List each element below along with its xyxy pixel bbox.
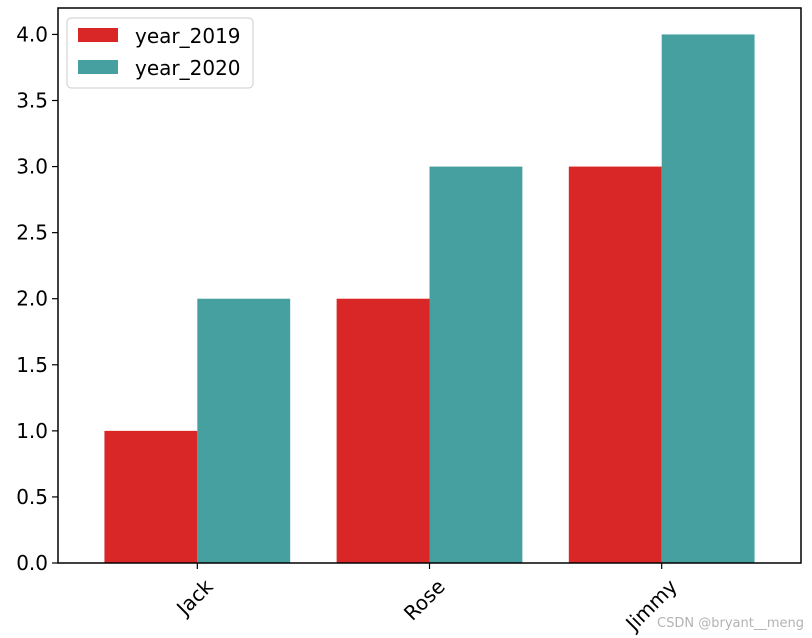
x-tick-label-rose: Rose [399,574,450,625]
bar-year_2019-rose [336,298,430,563]
legend-label-year_2020: year_2020 [135,56,241,80]
y-tick-label: 2.0 [16,287,48,311]
legend-label-year_2019: year_2019 [135,24,241,48]
bar-year_2020-jack [197,298,291,563]
bar-year_2019-jimmy [568,166,662,564]
y-tick-label: 0.5 [16,485,48,509]
y-axis: 0.0 0.5 1.0 1.5 2.0 2.5 3.0 3.5 4.0 [16,22,58,575]
bar-year_2019-jack [104,430,198,563]
y-tick-label: 1.0 [16,419,48,443]
legend-swatch-year_2019 [78,28,118,42]
y-tick-label: 0.0 [16,551,48,575]
watermark: CSDN @bryant__meng [657,616,804,631]
bar-year_2020-jimmy [661,34,755,563]
x-axis: Jack Rose Jimmy [170,563,682,637]
legend: year_2019 year_2020 [66,17,254,89]
y-tick-label: 1.5 [16,353,48,377]
y-tick-label: 4.0 [16,22,48,46]
bars-group [104,34,755,564]
x-tick-label-jack: Jack [170,574,217,621]
bar-year_2020-rose [429,166,523,564]
y-tick-label: 2.5 [16,221,48,245]
plot-frame [57,7,802,564]
legend-swatch-year_2020 [78,60,118,74]
y-tick-label: 3.0 [16,155,48,179]
y-tick-label: 3.5 [16,89,48,113]
